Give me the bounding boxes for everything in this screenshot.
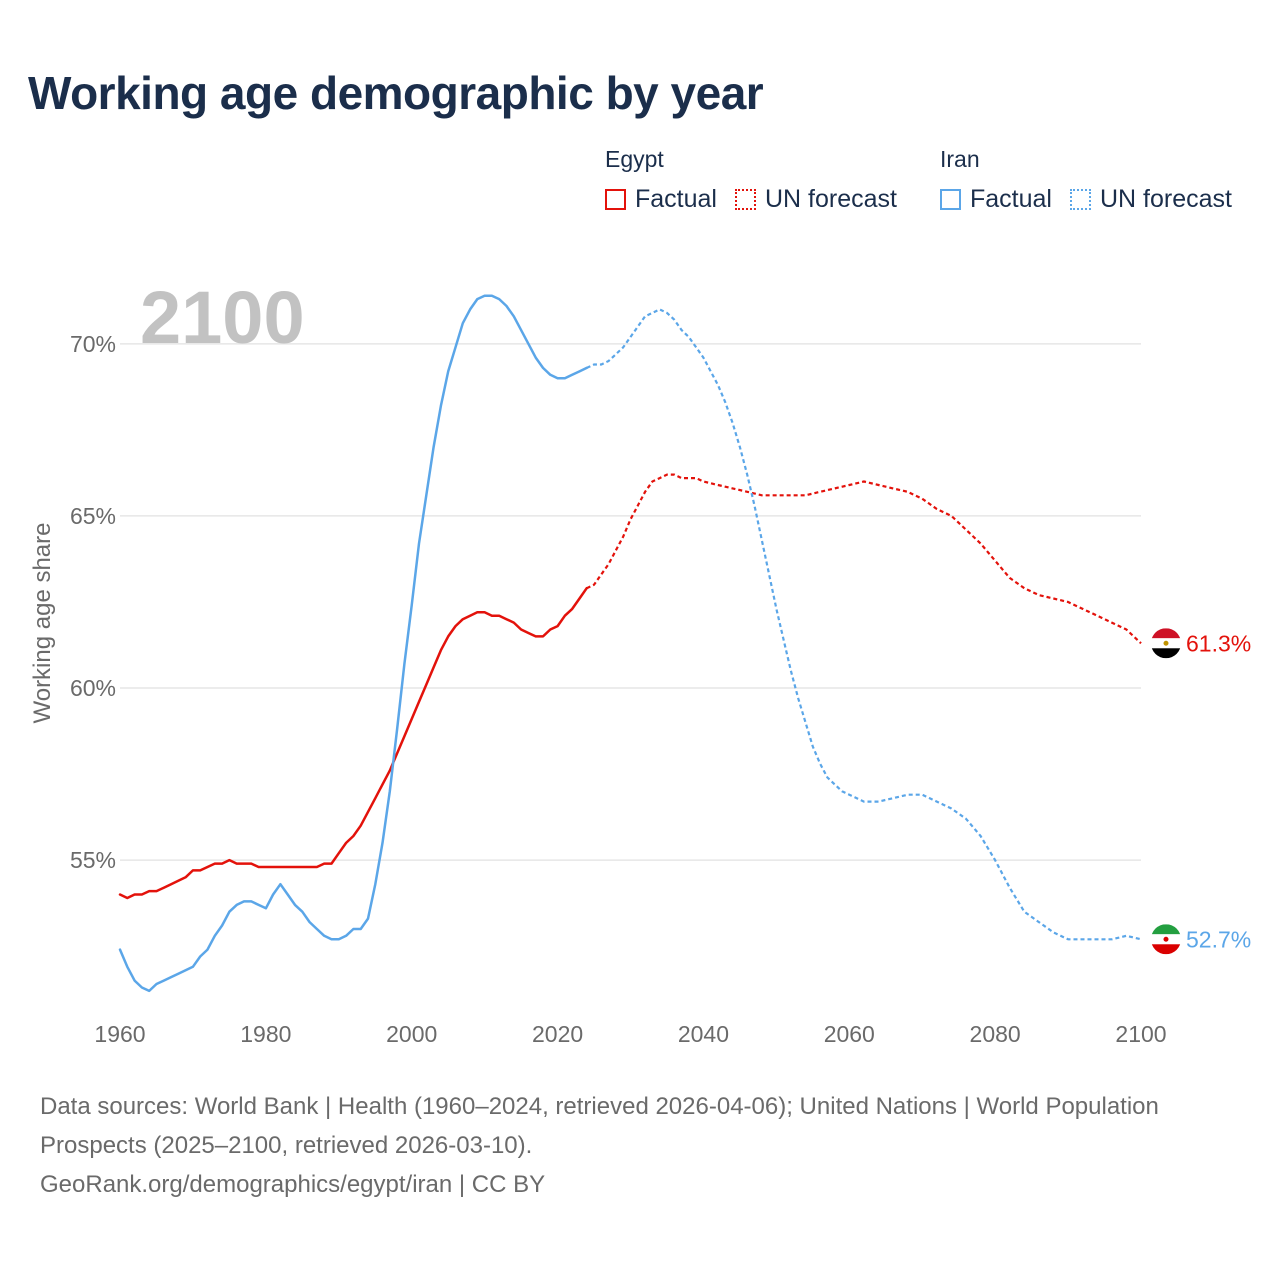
credit-link[interactable]: GeoRank.org/demographics/egypt/iran | CC…: [40, 1171, 546, 1198]
data-sources: Data sources: World Bank | Health (1960–…: [40, 1093, 1159, 1159]
legend-egypt: Egypt Factual UN forecast: [605, 146, 915, 214]
iran-end-label: 52.7%: [1186, 926, 1251, 952]
x-tick-label: 2000: [386, 1021, 437, 1047]
egypt-forecast-line[interactable]: [586, 473, 1142, 645]
y-axis-ticks: 55% 60% 65% 70%: [70, 331, 116, 873]
x-tick-label: 2020: [532, 1021, 583, 1047]
x-tick-label: 2040: [678, 1021, 729, 1047]
legend-label: UN forecast: [1099, 185, 1232, 213]
y-tick-label: 60%: [70, 675, 116, 701]
iran-flag-icon: [1151, 924, 1181, 955]
factual-swatch-icon: [605, 189, 626, 210]
x-tick-label: 2080: [970, 1021, 1021, 1047]
egypt-factual-line[interactable]: [118, 586, 588, 900]
legend-label: UN forecast: [764, 185, 897, 213]
legend-country-name: Egypt: [605, 146, 664, 172]
legend-iran: Iran Factual UN forecast: [940, 146, 1232, 214]
y-tick-label: 55%: [70, 847, 116, 873]
legend-egypt-forecast[interactable]: UN forecast: [734, 185, 897, 214]
legend-egypt-factual[interactable]: Factual: [605, 185, 717, 214]
factual-swatch-icon: [940, 189, 961, 210]
gridlines: [120, 343, 1141, 861]
x-tick-label: 1960: [94, 1021, 145, 1047]
iran-forecast-line[interactable]: [586, 308, 1142, 941]
chart-title: Working age demographic by year: [28, 67, 764, 119]
egypt-flag-icon: [1151, 628, 1181, 659]
footer: Data sources: World Bank | Health (1960–…: [40, 1087, 1240, 1204]
forecast-swatch-icon: [1069, 189, 1091, 210]
egypt-end-label: 61.3%: [1186, 630, 1251, 656]
legend-label: Factual: [635, 185, 717, 213]
y-tick-label: 70%: [70, 331, 116, 357]
y-tick-label: 65%: [70, 503, 116, 529]
x-tick-label: 2060: [824, 1021, 875, 1047]
series-lines: [118, 294, 1142, 993]
year-watermark: 2100: [140, 276, 305, 359]
iran-factual-line[interactable]: [118, 294, 588, 993]
legend-label: Factual: [970, 185, 1052, 213]
y-axis-label: Working age share: [29, 523, 56, 724]
forecast-swatch-icon: [734, 189, 756, 210]
end-markers: 61.3% 52.7%: [1151, 628, 1251, 955]
legend-iran-forecast[interactable]: UN forecast: [1069, 185, 1232, 214]
x-axis-ticks: 1960 1980 2000 2020 2040 2060 2080 2100: [94, 1021, 1166, 1047]
x-tick-label: 1980: [240, 1021, 291, 1047]
line-chart: 2100 55% 60% 65% 70% 1960 1980 2000 2020 2040 20…: [29, 276, 1251, 1047]
legend-country-name: Iran: [940, 146, 980, 172]
x-tick-label: 2100: [1115, 1021, 1166, 1047]
legend-iran-factual[interactable]: Factual: [940, 185, 1052, 214]
